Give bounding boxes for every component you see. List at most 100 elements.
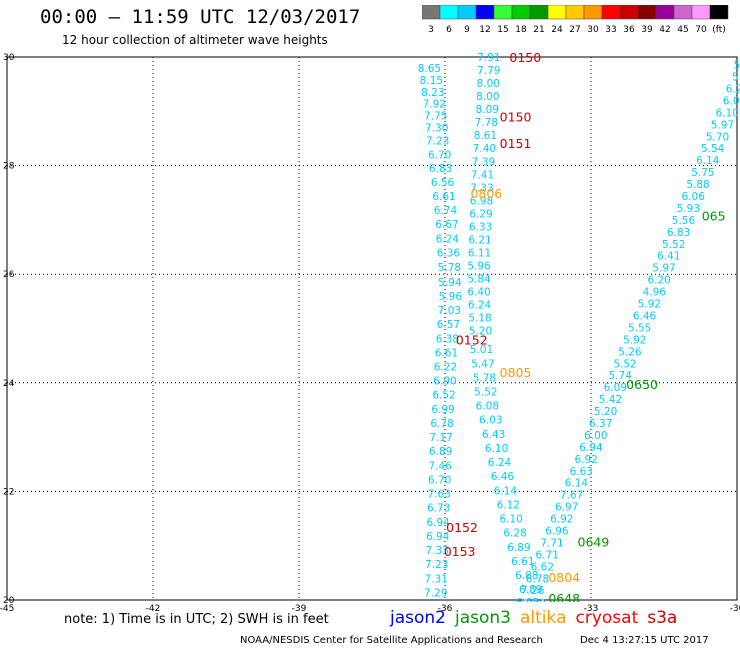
- wave-height-point: 5.55: [628, 322, 651, 334]
- colorbar-label: 39: [641, 25, 653, 35]
- colorbar-label: 30: [587, 25, 599, 35]
- colorbar-label: 42: [659, 25, 670, 35]
- colorbar-label: 18: [515, 25, 527, 35]
- y-tick-label: 30: [3, 53, 15, 63]
- satellite-label-s3a: s3a: [647, 608, 678, 628]
- wave-height-point: 7.41: [471, 169, 494, 181]
- wave-height-point: 5.93: [677, 203, 700, 215]
- wave-height-point: 6.09: [604, 382, 627, 394]
- wave-height-point: 8.61: [474, 130, 497, 142]
- wave-height-point: 8.00: [476, 91, 499, 103]
- pass-time-label: 0152: [446, 520, 478, 535]
- wave-height-point: 8.23: [421, 87, 444, 99]
- wave-height-point: 6.37: [589, 418, 612, 430]
- satellite-label-altika: altika: [520, 608, 567, 628]
- wave-height-point: 5.20: [469, 326, 492, 338]
- wave-height-point: 6.94: [426, 531, 450, 543]
- wave-height-point: 7.33: [470, 182, 493, 194]
- wave-height-point: 6.78: [526, 573, 549, 585]
- wave-height-point: 5.52: [613, 358, 636, 370]
- wave-height-point: 6.06: [682, 191, 706, 203]
- wave-height-point: 6.89: [429, 446, 452, 458]
- wave-height-point: 6.12: [497, 499, 520, 511]
- wave-height-point: 5.42: [599, 394, 622, 406]
- pass-time-label: 0648: [548, 591, 580, 606]
- wave-height-point: 6.99: [431, 404, 454, 416]
- wave-height-point: 6.24: [488, 457, 512, 469]
- wave-height-point: 5.75: [691, 167, 714, 179]
- x-tick-label: -33: [584, 604, 599, 614]
- wave-height-point: 7.63: [427, 489, 450, 501]
- wave-height-point: 7.40: [473, 143, 496, 155]
- wave-height-point: 6.2: [726, 83, 740, 95]
- pass-time-label: 0650: [626, 377, 658, 392]
- wave-height-point: 6.40: [467, 287, 490, 299]
- wave-height-point: 6.14: [494, 485, 518, 497]
- pass-time-label: 0649: [578, 534, 610, 549]
- wave-height-point: 6.10: [716, 107, 739, 119]
- wave-height-point: 6.78: [430, 418, 453, 430]
- colorbar-label: 45: [677, 25, 688, 35]
- wave-height-point: 7.71: [540, 537, 563, 549]
- wave-height-point: 6.08: [476, 401, 499, 413]
- wave-height-point: 4.96: [643, 287, 667, 299]
- wave-height-point: 6.20: [647, 275, 670, 287]
- colorbar-label: 6: [446, 25, 452, 35]
- wave-height-point: 7.79: [477, 65, 500, 77]
- wave-height-point: 8.15: [420, 75, 443, 87]
- wave-height-point: 6.28: [503, 528, 526, 540]
- wave-height-point: 5.54: [701, 143, 725, 155]
- wave-height-point: 5.52: [662, 239, 685, 251]
- x-tick-label: -45: [0, 604, 14, 614]
- colorbar-label: 70: [695, 25, 707, 35]
- wave-height-point: 5.92: [638, 299, 661, 311]
- wave-height-point: 6.41: [657, 251, 680, 263]
- wave-height-point: 6.96: [545, 525, 569, 537]
- wave-height-point: 6.33: [469, 221, 492, 233]
- wave-height-point: 5.94: [438, 277, 462, 289]
- y-tick-label: 28: [3, 162, 15, 172]
- wave-height-point: 6.88: [515, 570, 538, 582]
- wave-height-point: 7.26: [521, 585, 545, 597]
- wave-height-point: 6.98: [470, 195, 493, 207]
- colorbar-label: 9: [464, 25, 470, 35]
- footer-credit: NOAA/NESDIS Center for Satellite Applica…: [240, 635, 543, 646]
- wave-height-point: 6.90: [433, 376, 456, 388]
- wave-height-point: 5.20: [594, 406, 617, 418]
- colorbar-label: 27: [569, 25, 580, 35]
- wave-height-point: 8.00: [477, 78, 500, 90]
- wave-height-point: 6.94: [426, 517, 450, 529]
- wave-height-point: 7.30: [425, 123, 448, 135]
- data-layer: 8.658.158.237.927.757.307.236.706.836.56…: [418, 51, 740, 614]
- wave-height-point: 5.97: [652, 263, 675, 275]
- wave-height-point: 5.56: [672, 215, 696, 227]
- y-tick-label: 22: [3, 487, 14, 497]
- wave-height-point: 6.94: [579, 442, 603, 454]
- wave-height-point: 6.83: [667, 227, 690, 239]
- pass-time-label: 065: [702, 209, 726, 224]
- y-tick-label: 24: [3, 379, 15, 389]
- x-tick-label: -30: [730, 604, 740, 614]
- wave-height-point: 8.36: [424, 602, 448, 614]
- wave-height-point: 7.92: [423, 99, 446, 111]
- color-legend: 3 6 9 12 15 18 21 24 27 30 33 36 39 42 45 70 (ft): [422, 5, 729, 35]
- wave-height-point: 6.71: [536, 549, 559, 561]
- wave-height-point: 6.56: [431, 177, 455, 189]
- wave-height-point: 5.18: [468, 313, 491, 325]
- satellite-label-jason3: jason3: [455, 608, 511, 628]
- wave-height-point: 6.63: [570, 466, 593, 478]
- plot-frame: [6, 56, 738, 601]
- wave-height-point: 6.24: [468, 300, 492, 312]
- wave-height-point: 5.78: [473, 372, 496, 384]
- wave-height-point: 6.14: [565, 478, 589, 490]
- colorbar-label: 21: [533, 25, 544, 35]
- x-tick-label: -39: [292, 604, 307, 614]
- wave-height-point: 6.57: [437, 319, 460, 331]
- wave-height-point: 7.31: [425, 573, 448, 585]
- wave-height-point: 6.0: [723, 95, 740, 107]
- wave-height-point: 5.: [732, 72, 740, 84]
- x-tick-label: -42: [146, 604, 161, 614]
- pass-time-label: 0151: [500, 136, 532, 151]
- colorbar-swatch: [709, 5, 729, 20]
